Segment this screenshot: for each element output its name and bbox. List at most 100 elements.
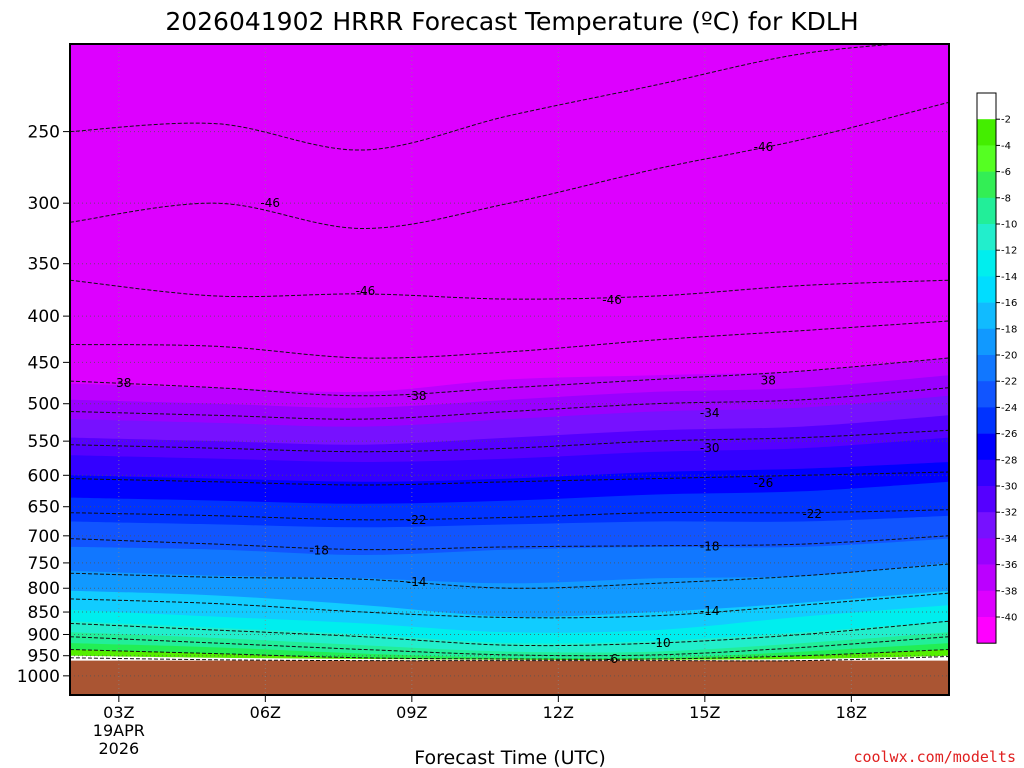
y-tick-label: 600: [28, 466, 60, 486]
pressure-axis: 2503003504004505005506006507007508008509…: [17, 123, 70, 687]
colorbar-swatch: [977, 538, 996, 565]
colorbar-swatch: [977, 224, 996, 251]
colorbar-swatch: [977, 93, 996, 120]
y-tick-label: 350: [28, 255, 60, 275]
contour-line: [70, 429, 949, 453]
colorbar-frame: [976, 92, 997, 644]
x-tick-label: 06Z: [250, 703, 281, 722]
x-tick-label: 09Z: [396, 703, 427, 722]
colorbar-label: -2: [1001, 115, 1011, 126]
colorbar-swatch: [977, 459, 996, 487]
contour-label: -26: [754, 476, 774, 490]
chart-title: 2026041902 HRRR Forecast Temperature (ºC…: [165, 7, 858, 36]
contour-line: [70, 101, 949, 230]
colorbar-label: -40: [1001, 613, 1017, 624]
contour-line: [70, 509, 949, 521]
colorbar-label: -30: [1001, 482, 1017, 493]
colorbar-swatch: [977, 328, 996, 356]
colorbar-swatch: [977, 276, 996, 303]
colorbar-swatch: [977, 564, 996, 592]
y-tick-label: 900: [28, 625, 60, 645]
colorbar-swatch: [977, 486, 996, 513]
colorbar-label: -8: [1001, 193, 1011, 204]
contour-label: -38: [407, 389, 427, 403]
x-tick-date-label: 19APR: [93, 721, 145, 740]
contour-label: -46: [356, 284, 376, 298]
colorbar-label: -18: [1001, 324, 1017, 335]
y-tick-label: 450: [28, 353, 60, 373]
contour-line: [70, 387, 949, 420]
colorbar-label: -6: [1001, 167, 1011, 178]
contour-line: [70, 656, 949, 662]
y-tick-label: 400: [28, 307, 60, 327]
colorbar-label: -36: [1001, 560, 1017, 571]
colorbar-swatch: [977, 145, 996, 172]
y-tick-label: 800: [28, 579, 60, 599]
colorbar-swatch: [977, 250, 996, 277]
contour-line: [70, 535, 949, 551]
x-tick-label: 03Z: [103, 703, 134, 722]
colorbar-swatch: [977, 197, 996, 225]
contour-line: [70, 471, 949, 486]
colorbar-label: -26: [1001, 429, 1017, 440]
x-axis-label: Forecast Time (UTC): [414, 747, 605, 768]
colorbar-swatch: [977, 407, 996, 434]
contour-label: -18: [700, 539, 720, 553]
contour-label: -46: [754, 140, 774, 154]
contour-line: [70, 636, 949, 657]
x-tick-year-label: 2026: [98, 739, 139, 758]
colorbar-label: -34: [1001, 534, 1017, 545]
contour-line: [70, 357, 949, 397]
contour-label: -46: [260, 196, 280, 210]
contour-label: -10: [651, 636, 671, 650]
contour-label: -34: [700, 406, 720, 420]
colorbar-label: -22: [1001, 377, 1017, 388]
colorbar-swatch: [977, 590, 996, 618]
y-tick-label: 300: [28, 194, 60, 214]
colorbar-label: -16: [1001, 298, 1017, 309]
colorbar-label: -10: [1001, 220, 1017, 231]
x-tick-label: 15Z: [689, 703, 720, 722]
contour-label: -6: [606, 652, 618, 666]
colorbar-swatch: [977, 512, 996, 539]
colorbar-swatch: [977, 381, 996, 408]
contour-label: 38: [116, 376, 131, 390]
y-tick-label: 1000: [17, 667, 60, 687]
y-tick-label: 750: [28, 554, 60, 574]
colorbar-swatch: [977, 617, 996, 644]
colorbar-label: -38: [1001, 586, 1017, 597]
colorbar-label: -4: [1001, 141, 1011, 152]
colorbar-swatch: [977, 302, 996, 330]
contour-line: [70, 44, 904, 151]
contour-line: [70, 649, 949, 660]
colorbar-label: -28: [1001, 455, 1017, 466]
contour-line: [70, 279, 949, 300]
y-tick-label: 650: [28, 498, 60, 518]
temperature-band: [70, 44, 949, 393]
colorbar: -2 -4 -6 -8 -10 -12 -14 -16 -18 -20 -22 -24 -26 -28 -3…: [976, 92, 1017, 644]
contour-label: -18: [309, 544, 329, 558]
colorbar-swatch: [977, 119, 996, 146]
x-tick-label: 18Z: [836, 703, 867, 722]
colorbar-swatch: [977, 171, 996, 199]
y-tick-label: 500: [28, 395, 60, 415]
colorbar-label: -12: [1001, 246, 1017, 257]
contour-label: -30: [700, 441, 720, 455]
colorbar-label: -14: [1001, 272, 1017, 283]
contour-label: -46: [602, 293, 622, 307]
colorbar-swatch: [977, 433, 996, 461]
colorbar-label: -32: [1001, 508, 1017, 519]
y-tick-label: 950: [28, 647, 60, 667]
plot-frame: [69, 43, 950, 696]
y-tick-label: 250: [28, 123, 60, 143]
colorbar-label: -24: [1001, 403, 1017, 414]
colorbar-swatch: [977, 355, 996, 382]
colorbar-label: -20: [1001, 351, 1017, 362]
x-tick-label: 12Z: [543, 703, 574, 722]
contour-line: [70, 620, 949, 647]
contour-label: -22: [802, 507, 822, 521]
contour-label: -22: [407, 513, 427, 527]
contour-label: 38: [761, 373, 776, 387]
